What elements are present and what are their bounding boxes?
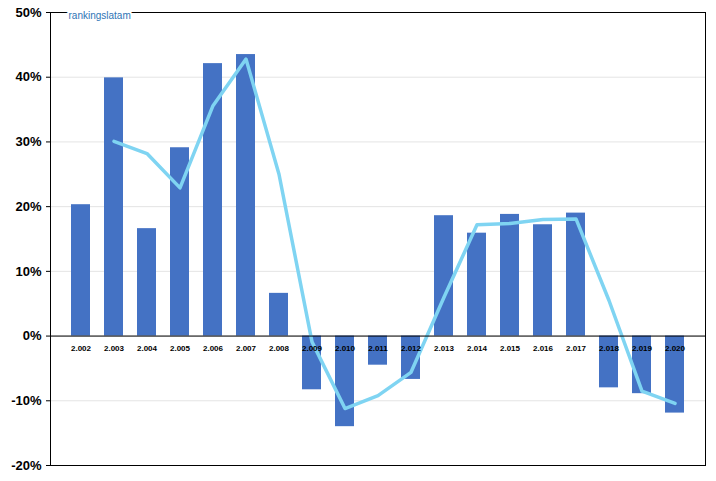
svg-text:40%: 40% [15,69,41,84]
svg-text:2.011: 2.011 [368,344,388,353]
svg-text:2.007: 2.007 [236,344,257,353]
svg-text:20%: 20% [15,199,41,214]
svg-text:2.013: 2.013 [434,344,455,353]
svg-text:2.002: 2.002 [71,344,92,353]
svg-text:30%: 30% [15,134,41,149]
svg-text:2.005: 2.005 [170,344,191,353]
svg-text:0%: 0% [23,328,42,343]
svg-text:2.003: 2.003 [104,344,125,353]
svg-text:10%: 10% [15,264,41,279]
svg-text:2.018: 2.018 [599,344,620,353]
svg-text:2.008: 2.008 [269,344,290,353]
svg-text:2.019: 2.019 [632,344,653,353]
svg-text:2.012: 2.012 [401,344,422,353]
svg-text:2.004: 2.004 [137,344,158,353]
svg-text:50%: 50% [15,5,41,20]
svg-text:2.006: 2.006 [203,344,224,353]
svg-text:2.010: 2.010 [335,344,356,353]
svg-text:2.017: 2.017 [566,344,587,353]
svg-text:rankingslatam: rankingslatam [69,10,131,21]
svg-text:-10%: -10% [11,393,42,408]
svg-text:2.020: 2.020 [665,344,686,353]
svg-text:2.015: 2.015 [500,344,521,353]
svg-text:2.009: 2.009 [302,344,323,353]
svg-text:-20%: -20% [11,458,42,473]
svg-text:2.014: 2.014 [467,344,488,353]
svg-text:2.016: 2.016 [533,344,554,353]
